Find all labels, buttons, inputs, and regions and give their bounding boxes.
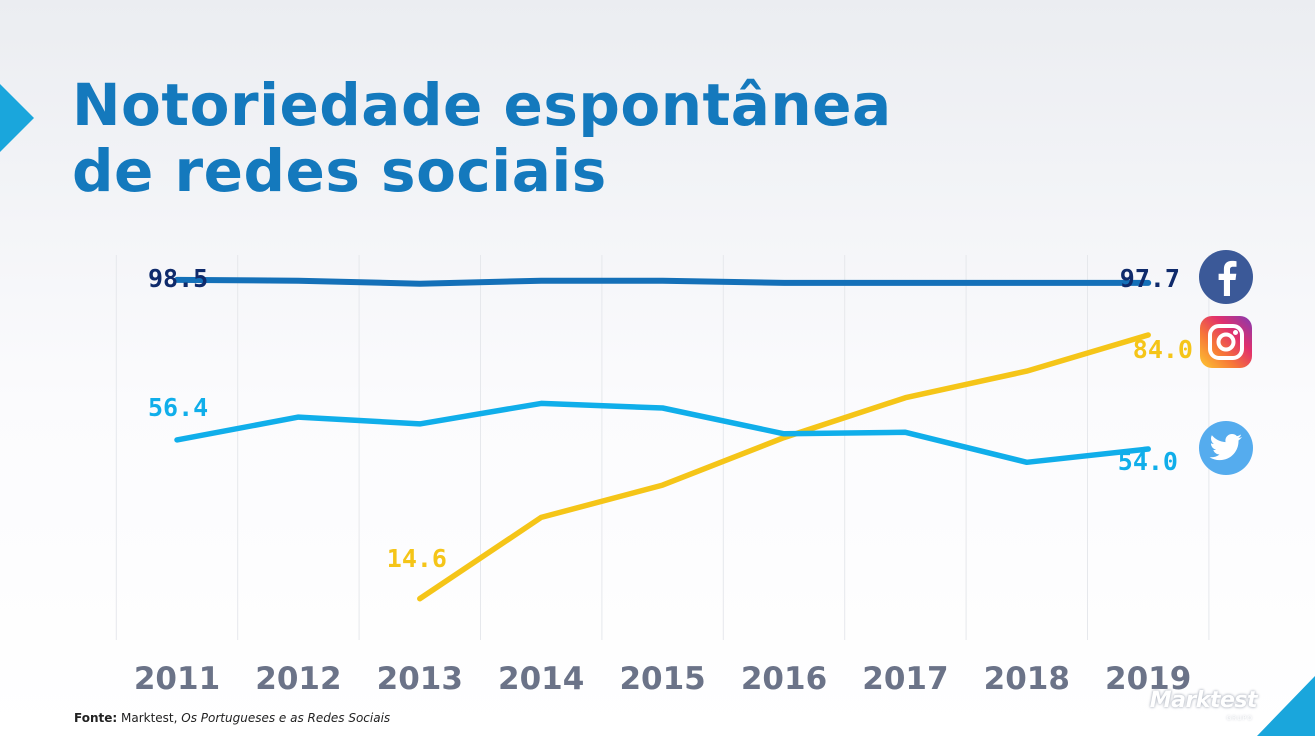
x-tick-label: 2016 xyxy=(741,661,827,697)
x-tick-label: 2013 xyxy=(377,661,463,697)
twitter-end-label: 54.0 xyxy=(1118,447,1178,476)
chart-value-labels: 98.5 97.7 14.6 84.0 56.4 54.0 xyxy=(148,264,1193,573)
twitter-series-line xyxy=(174,400,1151,466)
x-tick-label: 2014 xyxy=(498,661,584,697)
title-line-2: de redes sociais xyxy=(72,137,607,205)
instagram-series-line xyxy=(417,332,1151,602)
x-tick-label: 2018 xyxy=(984,661,1070,697)
twitter-icon xyxy=(1199,421,1253,475)
instagram-start-label: 14.6 xyxy=(387,544,447,573)
footnote-label: Fonte: xyxy=(74,711,118,725)
facebook-series-line xyxy=(174,276,1152,287)
footnote-source: Marktest, xyxy=(121,711,178,725)
x-axis: 2011 2012 2013 2014 2015 2016 2017 2018 2019 xyxy=(134,661,1191,697)
footnote-publication: Os Portugueses e as Redes Sociais xyxy=(181,711,391,725)
title-line-1: Notoriedade espontânea xyxy=(72,71,892,139)
x-tick-label: 2011 xyxy=(134,661,220,697)
decorative-triangle-left xyxy=(0,84,34,152)
chart-grid xyxy=(115,255,1210,640)
source-footnote: Fonte: Marktest, Os Portugueses e as Red… xyxy=(74,711,390,725)
page-title: Notoriedade espontânea de redes sociais xyxy=(72,72,892,204)
brand-sub: GRUPO xyxy=(1226,715,1253,722)
decorative-triangle-bottom-right xyxy=(1257,676,1315,736)
twitter-start-label: 56.4 xyxy=(148,393,208,422)
x-tick-label: 2019 xyxy=(1105,661,1191,697)
x-tick-label: 2015 xyxy=(619,661,705,697)
brand-logo: Marktest xyxy=(1149,688,1258,713)
x-tick-label: 2017 xyxy=(862,661,948,697)
instagram-icon xyxy=(1200,316,1252,368)
instagram-end-label: 84.0 xyxy=(1133,335,1193,364)
x-tick-label: 2012 xyxy=(255,661,341,697)
facebook-icon xyxy=(1199,250,1253,304)
facebook-start-label: 98.5 xyxy=(148,264,208,293)
facebook-end-label: 97.7 xyxy=(1120,264,1180,293)
chart-series xyxy=(174,276,1152,602)
